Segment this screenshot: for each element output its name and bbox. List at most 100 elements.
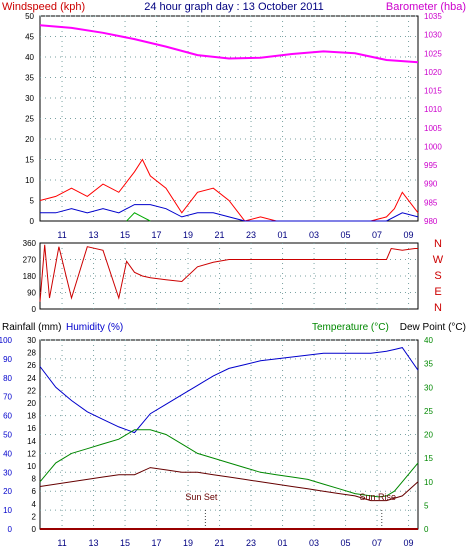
wind-ytick: 15 — [25, 156, 34, 165]
rain-ytick: 24 — [27, 374, 36, 383]
wind-axis-title: Windspeed (kph) — [2, 1, 85, 13]
humidity-ytick: 30 — [3, 468, 12, 477]
wind-ytick: 40 — [25, 53, 34, 62]
rain-ytick: 20 — [27, 399, 36, 408]
dir-ytick: 0 — [32, 305, 37, 314]
rain-ytick: 22 — [27, 386, 36, 395]
temp-xtick: 09 — [404, 538, 414, 548]
wind-xtick: 11 — [57, 230, 66, 240]
humidity-ytick: 80 — [3, 374, 12, 383]
wind-ytick: 35 — [25, 74, 34, 83]
baro-ytick: 980 — [424, 217, 438, 226]
rain-ytick: 4 — [32, 500, 37, 509]
compass-label: N — [434, 302, 442, 314]
series-wind-average — [40, 204, 419, 222]
compass-label: W — [433, 254, 444, 266]
wind-xtick: 07 — [372, 230, 382, 240]
wind-ytick: 0 — [30, 217, 35, 226]
baro-ytick: 990 — [424, 180, 438, 189]
wind-xtick: 17 — [152, 230, 162, 240]
baro-ytick: 1025 — [424, 49, 442, 58]
rain-ytick: 14 — [27, 437, 36, 446]
compass-label: S — [434, 270, 441, 282]
series-dew-point — [39, 467, 419, 502]
temp-xtick: 19 — [183, 538, 193, 548]
temp-xtick: 17 — [152, 538, 162, 548]
baro-ytick: 1035 — [424, 12, 442, 21]
rain-ytick: 28 — [27, 349, 36, 358]
humidity-ytick: 10 — [3, 506, 12, 515]
wind-xtick: 15 — [120, 230, 130, 240]
humidity-ytick: 20 — [3, 487, 12, 496]
wind-barometer-panel: 0510152025303540455098098599099510001005… — [2, 1, 466, 240]
dir-ytick: 180 — [23, 272, 37, 281]
series-temperature — [39, 429, 419, 498]
baro-axis-title: Barometer (hba) — [386, 1, 466, 13]
temp-xtick: 23 — [246, 538, 256, 548]
wind-xtick: 19 — [183, 230, 193, 240]
baro-ytick: 1000 — [424, 142, 442, 151]
dir-ytick: 360 — [23, 239, 37, 248]
temperature-axis-title: Temperature (°C) — [312, 322, 389, 333]
wind-ytick: 20 — [25, 135, 34, 144]
chart-title: 24 hour graph day : 13 October 2011 — [144, 1, 324, 13]
temp-ytick: 40 — [424, 336, 433, 345]
temp-ytick: 0 — [424, 525, 429, 534]
sun-label: Sun Rise — [360, 492, 397, 502]
temp-ytick: 25 — [424, 407, 433, 416]
compass-label: N — [434, 238, 442, 250]
temp-xtick: 11 — [57, 538, 66, 548]
temp-ytick: 30 — [424, 383, 433, 392]
dir-ytick: 270 — [23, 256, 37, 265]
humidity-ytick: 60 — [3, 412, 12, 421]
humidity-ytick: 50 — [3, 431, 12, 440]
temp-xtick: 07 — [372, 538, 382, 548]
temp-ytick: 20 — [424, 431, 433, 440]
baro-ytick: 1030 — [424, 31, 442, 40]
sun-label: Sun Set — [185, 492, 218, 502]
baro-ytick: 1005 — [424, 124, 442, 133]
rain-ytick: 30 — [27, 336, 36, 345]
humidity-ytick: 0 — [8, 525, 13, 534]
humidity-ytick: 40 — [3, 449, 12, 458]
compass-label: E — [434, 286, 441, 298]
humidity-ytick: 70 — [3, 393, 12, 402]
temp-xtick: 15 — [120, 538, 130, 548]
temp-xtick: 03 — [309, 538, 319, 548]
wind-xtick: 21 — [215, 230, 225, 240]
wind-xtick: 01 — [278, 230, 288, 240]
series-wind-direction — [39, 244, 418, 302]
wind-ytick: 10 — [25, 176, 34, 185]
series-barometer — [39, 24, 419, 64]
temp-ytick: 10 — [424, 478, 433, 487]
dir-panel-frame — [39, 242, 419, 310]
baro-ytick: 1010 — [424, 105, 442, 114]
temp-ytick: 15 — [424, 454, 433, 463]
humidity-ytick: 90 — [3, 355, 12, 364]
rain-ytick: 6 — [32, 487, 37, 496]
wind-xtick: 23 — [246, 230, 256, 240]
wind-ytick: 25 — [25, 115, 34, 124]
series-humidity — [39, 347, 419, 434]
wind-xtick: 05 — [341, 230, 351, 240]
baro-ytick: 995 — [424, 161, 438, 170]
baro-ytick: 985 — [424, 198, 438, 207]
wind-xtick: 03 — [309, 230, 319, 240]
wind-panel-frame — [39, 15, 419, 222]
temp-xtick: 01 — [278, 538, 288, 548]
rain-ytick: 12 — [27, 449, 36, 458]
wind-ytick: 50 — [25, 12, 34, 21]
wind-ytick: 45 — [25, 33, 34, 42]
humidity-axis-title: Humidity (%) — [66, 322, 123, 333]
baro-ytick: 1015 — [424, 87, 442, 96]
rain-ytick: 8 — [32, 475, 37, 484]
wind-ytick: 5 — [30, 197, 35, 206]
rain-ytick: 26 — [27, 361, 36, 370]
wind-ytick: 30 — [25, 94, 34, 103]
temp-xtick: 21 — [215, 538, 225, 548]
rain-axis-title: Rainfall (mm) — [2, 322, 61, 333]
rain-ytick: 2 — [32, 512, 37, 521]
temp-xtick: 13 — [89, 538, 99, 548]
temp-ytick: 5 — [424, 501, 429, 510]
